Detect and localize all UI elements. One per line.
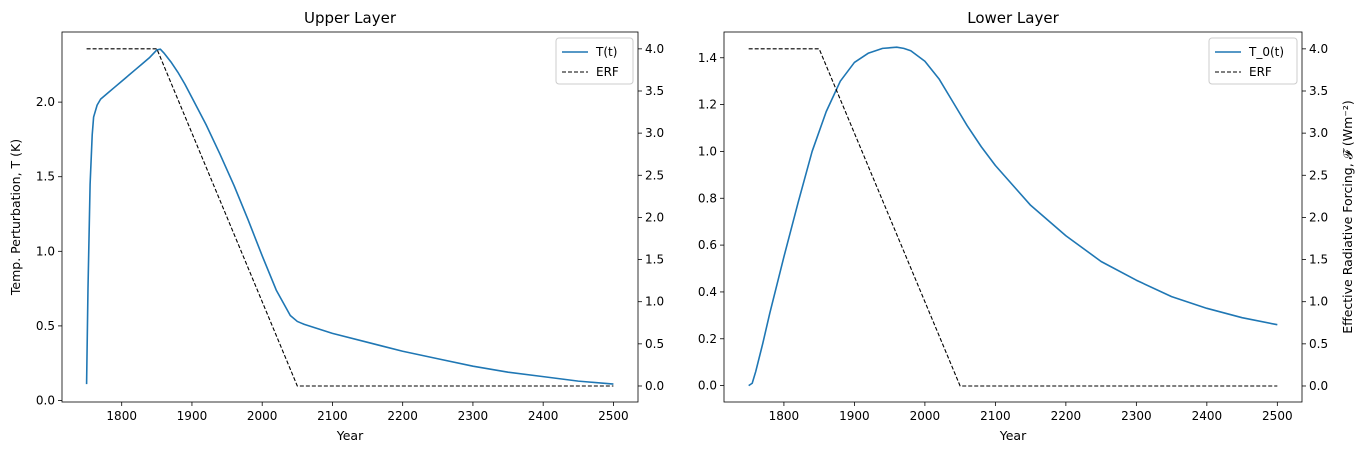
chart-title: Lower Layer <box>967 9 1059 27</box>
y-tick-label: 1.0 <box>36 244 55 258</box>
series-line-2 <box>86 48 614 387</box>
legend: T_0(t) ERF <box>1208 37 1298 85</box>
x-tick-label: 1900 <box>839 409 870 423</box>
y-tick-label: 0.8 <box>698 191 717 205</box>
x-tick-label: 2500 <box>1262 409 1293 423</box>
y-tick-label: 1.2 <box>698 98 717 112</box>
y-tick-label: 0.0 <box>698 379 717 393</box>
x-tick-label: 2000 <box>247 409 278 423</box>
plot-frame <box>723 31 1303 403</box>
y-right-tick-label: 3.5 <box>1309 84 1328 98</box>
legend-label: T_0(t) <box>1248 45 1284 59</box>
y-right-tick-label: 0.0 <box>1309 379 1328 393</box>
y-tick-label: 1.0 <box>698 144 717 158</box>
y-right-tick-label: 1.0 <box>1309 295 1328 309</box>
y-right-tick-label: 3.0 <box>645 126 664 140</box>
y-tick-label: 0.0 <box>36 394 55 408</box>
x-tick-label: 2100 <box>317 409 348 423</box>
x-tick-label: 2400 <box>1192 409 1223 423</box>
y-tick-label: 0.4 <box>698 285 717 299</box>
y-right-axis-label: Effective Radiative Forcing, 𝓕 (Wm⁻²) <box>1340 100 1355 334</box>
y-axis-label: Temp. Perturbation, T (K) <box>8 139 23 296</box>
x-axis-label: Year <box>999 428 1027 443</box>
y-right-tick-label: 3.0 <box>1309 126 1328 140</box>
y-right-tick-label: 2.0 <box>1309 210 1328 224</box>
y-right-tick-label: 0.5 <box>645 337 664 351</box>
y-right-tick-label: 1.5 <box>645 253 664 267</box>
x-tick-label: 2200 <box>1051 409 1082 423</box>
y-right-tick-label: 2.5 <box>645 168 664 182</box>
x-tick-label: 2000 <box>910 409 941 423</box>
legend-label: ERF <box>596 65 619 79</box>
series-line-1 <box>748 46 1278 387</box>
y-right-tick-label: 1.0 <box>645 295 664 309</box>
x-tick-label: 1800 <box>769 409 800 423</box>
y-right-tick-label: 4.0 <box>645 42 664 56</box>
y-tick-label: 2.0 <box>36 95 55 109</box>
legend-box <box>555 37 634 85</box>
y-tick-label: 1.4 <box>698 51 717 65</box>
legend-label: T(t) <box>595 45 617 59</box>
x-tick-label: 2100 <box>980 409 1011 423</box>
x-tick-label: 2300 <box>1121 409 1152 423</box>
y-tick-label: 0.2 <box>698 332 717 346</box>
series-line-1 <box>85 48 614 385</box>
x-tick-label: 2200 <box>387 409 418 423</box>
x-tick-label: 2400 <box>528 409 559 423</box>
y-tick-label: 1.5 <box>36 170 55 184</box>
x-tick-label: 2500 <box>598 409 629 423</box>
x-tick-label: 1800 <box>106 409 137 423</box>
legend-label: ERF <box>1249 65 1272 79</box>
y-tick-label: 0.5 <box>36 319 55 333</box>
y-right-tick-label: 3.5 <box>645 84 664 98</box>
y-right-tick-label: 4.0 <box>1309 42 1328 56</box>
legend: T(t) ERF <box>555 37 634 85</box>
y-right-tick-label: 1.5 <box>1309 253 1328 267</box>
y-right-tick-label: 0.5 <box>1309 337 1328 351</box>
y-right-tick-label: 0.0 <box>645 379 664 393</box>
x-tick-label: 2300 <box>458 409 489 423</box>
y-right-tick-label: 2.0 <box>645 210 664 224</box>
x-axis-label: Year <box>336 428 364 443</box>
y-tick-label: 0.6 <box>698 238 717 252</box>
y-right-tick-label: 2.5 <box>1309 168 1328 182</box>
panel-1: 1800 1900 2000 2100 2200 2300 2400 2500 0.0 0.5 1.… <box>8 9 664 443</box>
chart-title: Upper Layer <box>304 9 397 27</box>
x-tick-label: 1900 <box>177 409 208 423</box>
plot-frame <box>61 31 639 403</box>
series-line-2 <box>748 48 1278 387</box>
panel-2: 1800 1900 2000 2100 2200 2300 2400 2500 0.0 0.2 0.… <box>698 9 1355 443</box>
